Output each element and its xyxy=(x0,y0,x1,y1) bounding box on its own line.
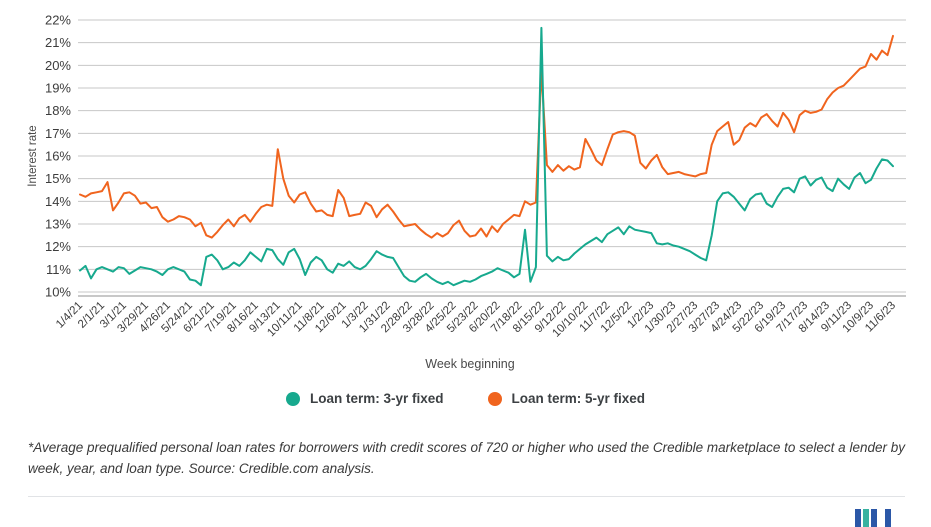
y-tick-label: 17% xyxy=(45,126,71,141)
y-tick-label: 11% xyxy=(46,262,71,277)
y-tick-label: 16% xyxy=(45,149,71,164)
bottom-divider xyxy=(28,496,905,497)
y-tick-label: 15% xyxy=(45,171,71,186)
y-tick-label: 12% xyxy=(45,239,71,254)
y-tick-label: 14% xyxy=(45,194,71,209)
series-line-5yr xyxy=(79,34,894,239)
y-tick-label: 18% xyxy=(45,103,71,118)
credible-logo-bars-icon xyxy=(855,509,891,527)
loan-rates-line-chart: 22%21%20%19%18%17%16%15%14%13%12%11%10%1… xyxy=(27,13,906,371)
legend-dot-3yr-icon xyxy=(285,391,300,406)
legend-label-5yr: Loan term: 5-yr fixed xyxy=(511,391,646,406)
logo-bar xyxy=(863,509,869,527)
logo-bar xyxy=(871,509,877,527)
x-axis-title: Week beginning xyxy=(425,357,514,371)
y-tick-label: 20% xyxy=(45,58,71,73)
legend-label-3yr: Loan term: 3-yr fixed xyxy=(309,391,444,406)
y-tick-label: 19% xyxy=(45,81,71,96)
logo-bar xyxy=(885,509,891,527)
chart-footnote: *Average prequalified personal loan rate… xyxy=(28,440,905,476)
y-tick-label: 10% xyxy=(45,285,71,300)
logo-bar xyxy=(855,509,861,527)
y-axis-title: Interest rate xyxy=(27,125,39,186)
legend-item-5yr: Loan term: 5-yr fixed xyxy=(487,391,646,406)
legend-item-3yr: Loan term: 3-yr fixed xyxy=(285,391,444,406)
chart-legend: Loan term: 3-yr fixed Loan term: 5-yr fi… xyxy=(0,391,931,406)
legend-dot-5yr-icon xyxy=(487,391,502,406)
y-tick-label: 13% xyxy=(45,217,71,232)
y-tick-label: 22% xyxy=(45,13,71,28)
y-tick-label: 21% xyxy=(45,35,71,50)
series-line-3yr xyxy=(79,26,894,287)
